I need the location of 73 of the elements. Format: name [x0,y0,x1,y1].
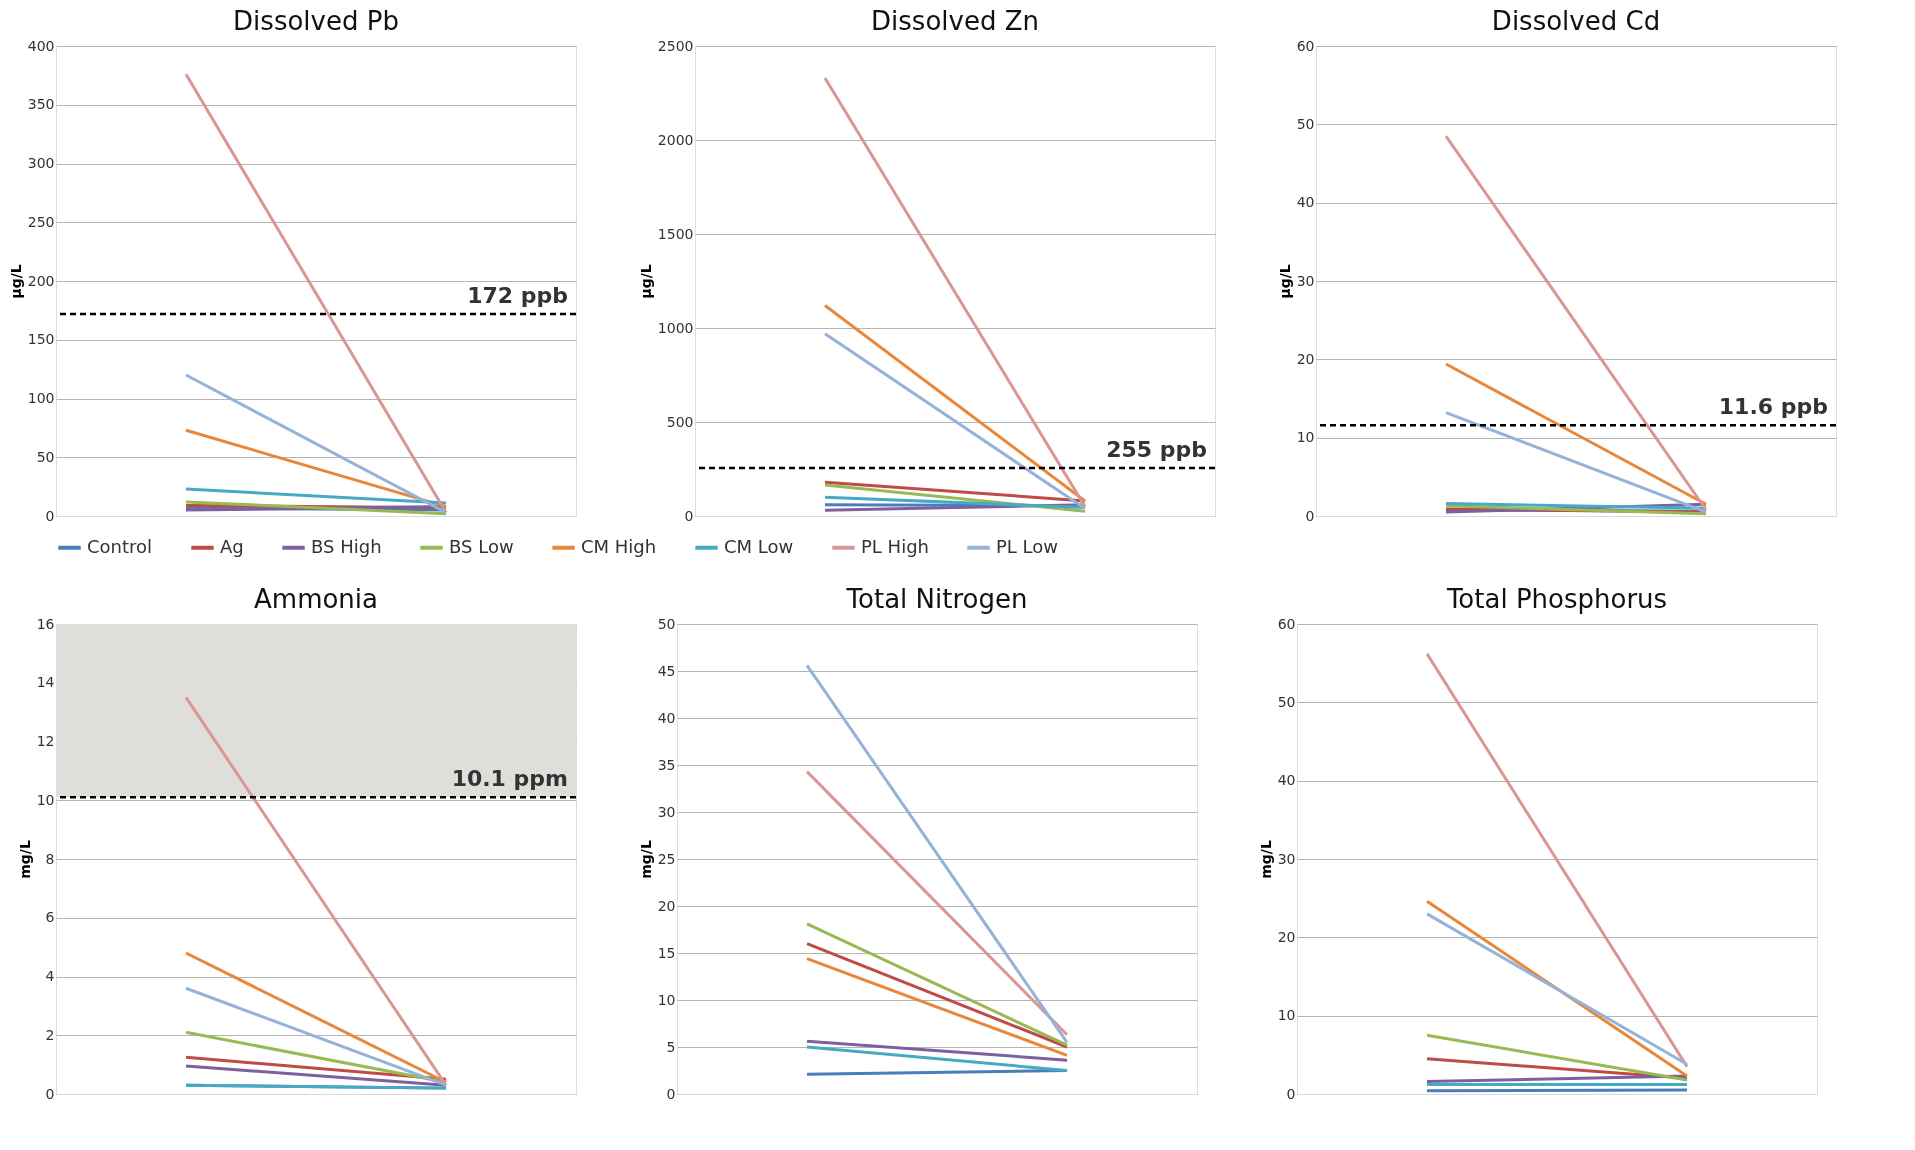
y-tick-label: 6 [45,909,55,926]
y-axis-title: µg/L [637,264,654,299]
y-axis-title: µg/L [7,264,24,299]
y-axis-title: µg/L [1276,264,1293,299]
y-axis-title: mg/L [16,840,33,879]
y-tick-label: 25 [657,850,676,867]
y-tick-label: 2500 [657,37,694,54]
legend-label: PL Low [996,535,1059,557]
y-tick-label: 40 [1296,194,1315,211]
chart-title: Dissolved Pb [233,6,399,36]
y-axis-title: mg/L [637,840,654,879]
y-tick-label: 4 [45,968,55,984]
ref-line-label: 172 ppb [467,282,568,308]
ref-line-label: 10.1 ppm [451,766,568,792]
y-tick-label: 12 [36,733,55,749]
y-tick-label: 500 [666,413,694,430]
y-tick-label: 16 [36,615,55,632]
y-tick-label: 10 [1277,1007,1296,1024]
y-tick-label: 20 [657,897,676,914]
y-tick-label: 350 [27,96,55,113]
y-tick-label: 100 [27,390,55,406]
y-tick-label: 40 [1277,772,1296,789]
y-tick-label: 50 [1296,115,1315,132]
y-tick-label: 45 [657,662,676,679]
y-tick-label: 300 [27,155,55,171]
y-tick-label: 0 [45,507,55,524]
y-tick-label: 1000 [657,319,694,336]
y-tick-label: 60 [1296,37,1315,54]
y-tick-label: 0 [1286,1085,1296,1102]
y-tick-label: 10 [657,991,676,1008]
y-tick-label: 50 [657,615,676,632]
y-tick-label: 200 [27,272,55,289]
y-tick-label: 0 [45,1085,55,1102]
legend-label: PL High [861,535,929,557]
legend-label: Ag [220,535,244,557]
y-tick-label: 30 [1296,272,1315,289]
y-tick-label: 14 [36,674,55,691]
y-tick-label: 10 [1296,429,1315,446]
y-tick-label: 0 [684,507,694,524]
y-tick-label: 20 [1296,350,1315,367]
legend-label: BS Low [449,535,514,557]
y-tick-label: 2 [45,1026,55,1043]
y-tick-label: 20 [1277,928,1296,945]
y-tick-label: 2000 [657,131,694,148]
legend-label: CM High [581,535,657,557]
y-tick-label: 1500 [657,225,694,242]
ref-line-label: 255 ppb [1106,437,1207,463]
y-tick-label: 0 [666,1085,676,1102]
y-tick-label: 30 [1277,850,1296,867]
chart-title: Ammonia [254,584,378,614]
y-tick-label: 5 [666,1038,676,1055]
y-tick-label: 15 [657,944,676,961]
legend-label: CM Low [724,535,794,557]
y-tick-label: 50 [1277,693,1296,710]
y-tick-label: 0 [1305,507,1315,524]
chart-title: Total Phosphorus [1445,584,1668,614]
legend-label: Control [87,535,153,557]
chart-title: Dissolved Zn [871,6,1039,36]
y-tick-label: 40 [657,709,676,726]
y-tick-label: 30 [657,803,676,820]
legend-label: BS High [311,535,382,557]
y-tick-label: 150 [27,331,55,348]
chart-title: Dissolved Cd [1491,6,1661,36]
ref-line-label: 11.6 ppb [1718,394,1828,420]
y-axis-title: mg/L [1257,840,1274,879]
y-tick-label: 250 [27,213,55,230]
y-tick-label: 35 [657,756,676,773]
y-tick-label: 400 [27,37,55,54]
y-tick-label: 60 [1277,615,1296,632]
y-tick-label: 50 [36,448,55,465]
y-tick-label: 8 [45,850,55,867]
chart-title: Total Nitrogen [845,584,1028,614]
y-tick-label: 10 [36,791,55,808]
